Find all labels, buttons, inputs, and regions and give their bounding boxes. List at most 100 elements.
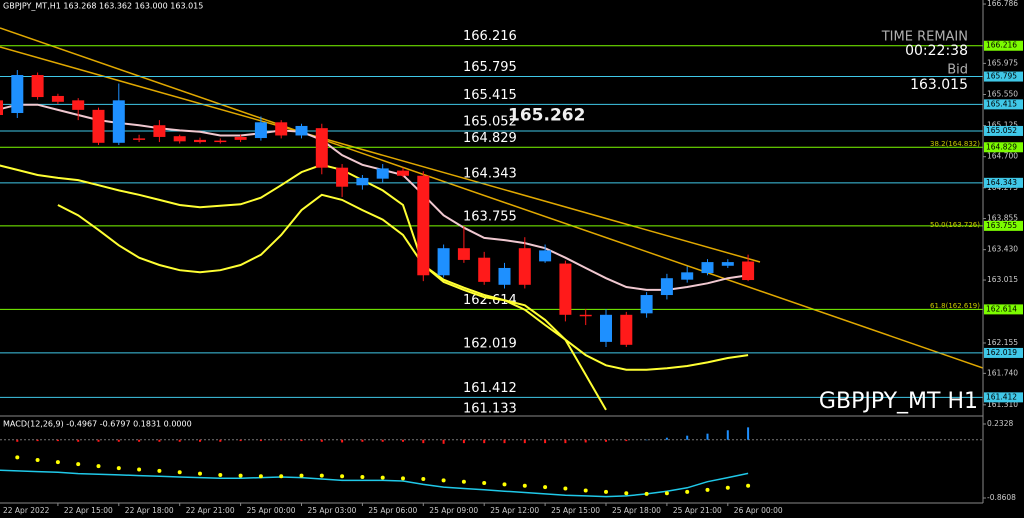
candle-body: [92, 109, 105, 143]
macd-signal-dot: [543, 485, 548, 490]
macd-bar: [381, 439, 384, 442]
level-label: 163.755: [463, 209, 517, 224]
x-tick-label: 25 Apr 03:00: [308, 506, 357, 515]
macd-bar: [625, 439, 628, 442]
level-box: [984, 177, 1023, 188]
macd-bar: [706, 433, 709, 440]
macd-signal-dot: [583, 488, 588, 493]
candle-body: [397, 170, 409, 176]
candle-body: [376, 168, 389, 179]
macd-signal-dot: [725, 485, 730, 490]
macd-signal-dot: [76, 462, 81, 467]
macd-bar: [97, 439, 100, 442]
x-tick-label: 25 Apr 06:00: [368, 506, 417, 515]
level-box: [984, 71, 1023, 82]
candle-body: [701, 262, 714, 274]
x-tick-label: 25 Apr 18:00: [612, 506, 661, 515]
level-label: 165.415: [463, 88, 517, 103]
candle-body: [336, 167, 349, 187]
candle-body: [315, 128, 328, 168]
candle-body: [437, 248, 450, 276]
macd-signal-dot: [401, 476, 405, 481]
macd-bar: [605, 439, 607, 442]
macd-signal-dot: [502, 482, 507, 487]
level-label: 162.614: [463, 293, 517, 308]
macd-bar: [483, 439, 486, 444]
x-tick-label: 25 Apr 09:00: [429, 506, 478, 515]
macd-signal-dot: [279, 474, 284, 479]
level-box: [984, 142, 1023, 153]
y-tick-label: 166.786: [987, 0, 1018, 8]
candle-body: [579, 314, 592, 317]
macd-bar: [280, 439, 283, 441]
level-box: [984, 304, 1023, 315]
level-box: [984, 392, 1023, 403]
macd-signal-dot: [522, 483, 527, 488]
candle-body: [275, 122, 288, 136]
macd-y-tick-label: -0.8608: [987, 493, 1016, 502]
candle-body: [112, 100, 125, 143]
macd-signal-dot: [137, 467, 142, 472]
level-box-label: 161.412: [986, 392, 1017, 401]
macd-signal-dot: [177, 470, 182, 475]
y-tick-label: 165.125: [987, 121, 1018, 130]
macd-bar: [199, 439, 201, 442]
macd-bar: [726, 430, 729, 440]
macd-signal-dot: [258, 474, 263, 479]
candle-body: [620, 314, 633, 345]
macd-signal-dot: [55, 460, 60, 465]
bid-value: 163.015: [910, 77, 968, 93]
level-label: 162.019: [463, 336, 517, 351]
candle-body: [640, 295, 653, 314]
candle-body: [518, 248, 531, 285]
candle-body: [72, 100, 85, 110]
y-tick-label: 161.310: [987, 400, 1018, 409]
macd-bar: [320, 439, 323, 442]
candle-body: [742, 261, 755, 281]
macd-bar: [77, 439, 80, 442]
candle-body: [478, 257, 491, 282]
indicator-line: [57, 193, 607, 411]
x-tick-label: 25 Apr 12:00: [490, 506, 539, 515]
trend-line: [0, 27, 983, 369]
macd-bar: [300, 439, 303, 442]
macd-bar: [584, 439, 587, 443]
macd-signal-dot: [15, 455, 20, 460]
candle-body: [721, 262, 734, 266]
level-box-label: 162.019: [986, 348, 1017, 357]
candle-body: [559, 263, 572, 315]
macd-signal-dot: [421, 476, 426, 481]
y-tick-label: 165.975: [987, 58, 1018, 67]
y-tick-label: 163.015: [987, 275, 1018, 284]
candle-body: [600, 314, 612, 342]
macd-signal-dot: [157, 468, 162, 473]
macd-bar: [544, 439, 547, 444]
macd-signal-dot: [35, 458, 40, 463]
timer-title: TIME REMAIN: [881, 30, 968, 45]
macd-signal-dot: [441, 478, 446, 483]
candle-body: [356, 177, 369, 186]
level-box: [984, 40, 1023, 51]
macd-bar: [686, 435, 689, 440]
macd-bar: [645, 439, 648, 441]
macd-signal-dot: [746, 483, 751, 488]
x-tick-label: 22 Apr 15:00: [64, 506, 113, 515]
level-label: 164.343: [463, 166, 517, 181]
level-box-label: 166.216: [986, 41, 1017, 50]
candle-body: [417, 175, 430, 276]
level-box-label: 164.829: [986, 142, 1017, 151]
x-tick-label: 22 Apr 21:00: [186, 506, 235, 515]
y-tick-label: 163.430: [987, 245, 1018, 254]
macd-panel: [0, 427, 983, 498]
level-box-label: 165.415: [986, 99, 1017, 108]
macd-title: MACD(12,26,9) -0.4967 -0.6797 0.1831 0.0…: [3, 420, 192, 429]
candle-body: [31, 75, 44, 98]
macd-bar: [178, 439, 181, 442]
macd-bar: [16, 439, 19, 442]
candle-body: [51, 95, 64, 102]
chart-title: GBPJPY_MT H1: [819, 389, 978, 414]
macd-bar: [564, 439, 567, 444]
candle-body: [173, 136, 186, 142]
